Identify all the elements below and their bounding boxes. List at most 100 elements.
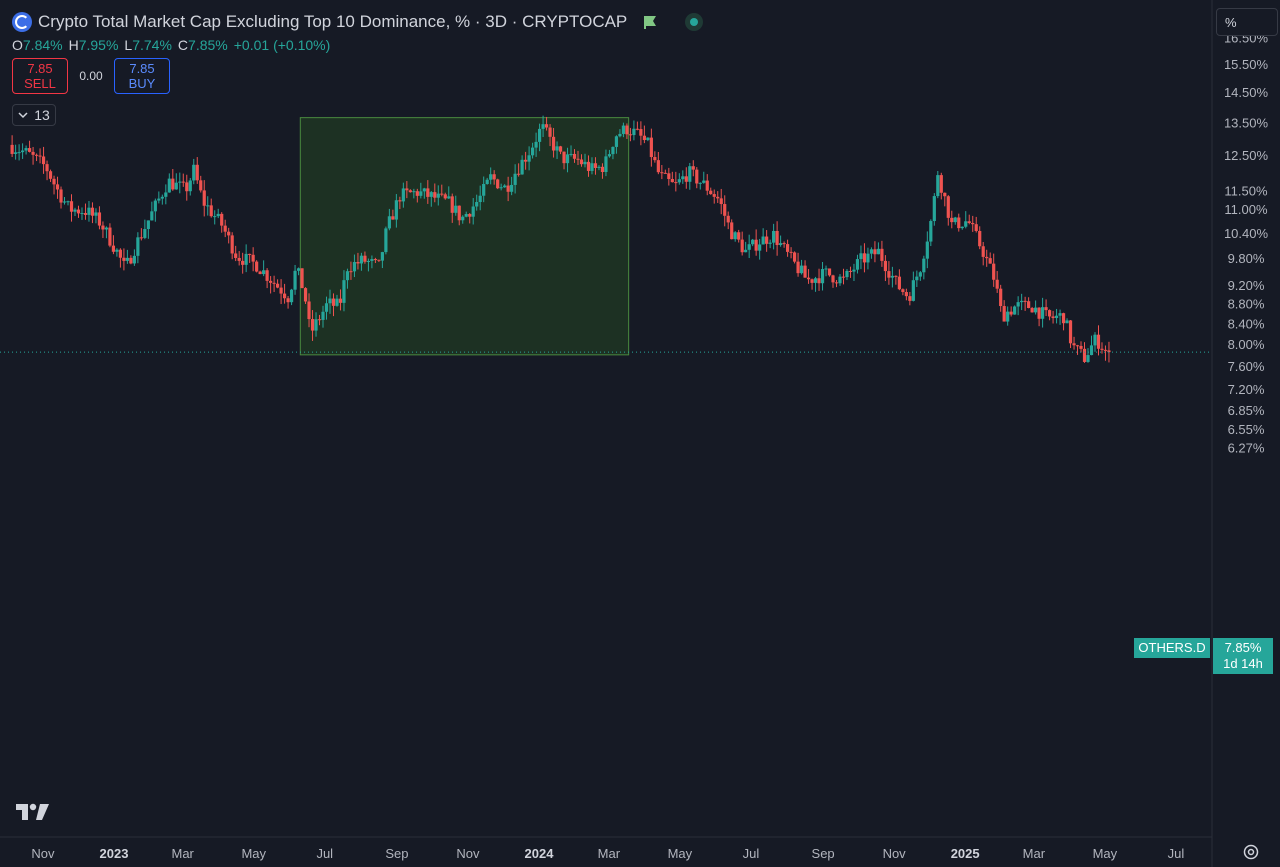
candle-body [419, 191, 423, 196]
candle-body [83, 213, 88, 215]
candle-body [199, 180, 203, 191]
candle-body [782, 243, 786, 245]
candle-body [981, 246, 985, 257]
tradingview-logo-icon[interactable] [14, 800, 52, 822]
candle-body [848, 270, 853, 272]
candle-body [831, 275, 835, 283]
candle-body [14, 152, 18, 154]
candle-body [478, 195, 482, 203]
candle-body [845, 270, 849, 278]
candle-body [10, 144, 14, 154]
candle-body [115, 249, 119, 252]
candle-body [104, 227, 109, 230]
market-status-icon[interactable] [685, 13, 704, 31]
candle-body [230, 235, 234, 254]
candle-body [195, 164, 199, 181]
candle-body [667, 173, 671, 179]
candle-body [1107, 350, 1111, 353]
flag-icon[interactable] [643, 15, 657, 29]
candle-body [328, 298, 332, 304]
candle-body [639, 129, 643, 136]
candle-body [1093, 334, 1097, 346]
candle-body [482, 183, 486, 196]
candle-body [248, 253, 252, 255]
candle-body [908, 296, 912, 301]
candle-body [894, 275, 898, 277]
symbol-tag: OTHERS.D [1134, 638, 1210, 658]
candle-body [779, 243, 783, 246]
candle-body [670, 178, 674, 183]
scale-mode-button[interactable]: % [1216, 8, 1278, 36]
y-tick-label: 6.85% [1228, 403, 1265, 418]
candle-body [426, 188, 430, 197]
y-tick-label: 10.40% [1224, 226, 1269, 241]
candle-body [880, 248, 884, 261]
candle-body [122, 257, 126, 261]
candle-body [614, 136, 619, 147]
candle-body [255, 261, 259, 272]
candle-body [52, 178, 56, 185]
candle-body [524, 159, 528, 162]
candle-body [510, 184, 514, 192]
candle-body [754, 239, 758, 251]
last-price-tag: 7.85% 1d 14h [1213, 638, 1273, 674]
sell-label: SELL [24, 76, 56, 91]
candle-body [646, 137, 650, 141]
candle-body [765, 236, 769, 244]
candle-body [541, 124, 545, 129]
candle-body [475, 202, 479, 207]
candle-body [999, 288, 1003, 307]
candle-body [901, 289, 905, 293]
candle-body [957, 217, 961, 229]
candle-body [1016, 302, 1020, 307]
candle-body [503, 185, 507, 188]
chart-title[interactable]: Crypto Total Market Cap Excluding Top 10… [38, 12, 628, 31]
candle-body [139, 237, 143, 239]
candle-body [1002, 306, 1006, 322]
candle-body [97, 212, 102, 226]
candle-body [838, 276, 842, 284]
candle-body [660, 172, 664, 174]
candle-body [496, 179, 500, 189]
candle-body [241, 260, 245, 265]
indicators-toggle-button[interactable]: 13 [12, 104, 56, 126]
candle-body [824, 268, 828, 270]
buy-button[interactable]: 7.85 BUY [114, 58, 170, 94]
candle-body [569, 153, 573, 155]
candle-body [803, 265, 807, 278]
y-tick-label: 6.55% [1228, 422, 1265, 437]
candle-body [873, 249, 877, 255]
candle-body [744, 249, 748, 253]
candle-body [471, 206, 475, 217]
candle-body [869, 249, 874, 254]
candle-body [87, 207, 91, 215]
candle-body [41, 156, 46, 165]
candle-body [1079, 345, 1083, 349]
candle-body [618, 133, 622, 137]
candle-body [1027, 301, 1031, 308]
candle-body [691, 166, 695, 170]
candle-body [436, 193, 440, 198]
sell-button[interactable]: 7.85 SELL [12, 58, 68, 94]
candle-body [76, 209, 81, 214]
candle-body [272, 282, 276, 284]
candle-body [1030, 307, 1034, 313]
candle-body [111, 245, 116, 252]
candle-body [642, 135, 646, 141]
candle-body [24, 148, 28, 151]
candle-body [160, 196, 164, 199]
x-tick-label: Nov [31, 846, 55, 861]
candle-body [635, 128, 639, 130]
candle-body [185, 182, 189, 192]
candle-body [429, 192, 433, 197]
candle-body [887, 271, 891, 278]
sell-price: 7.85 [27, 61, 53, 76]
candle-body [1044, 307, 1048, 311]
candle-body [286, 298, 290, 303]
gear-icon[interactable] [1242, 843, 1260, 861]
candle-body [866, 253, 870, 263]
candle-body [726, 215, 730, 223]
candle-body [192, 164, 196, 181]
candle-body [447, 196, 451, 199]
